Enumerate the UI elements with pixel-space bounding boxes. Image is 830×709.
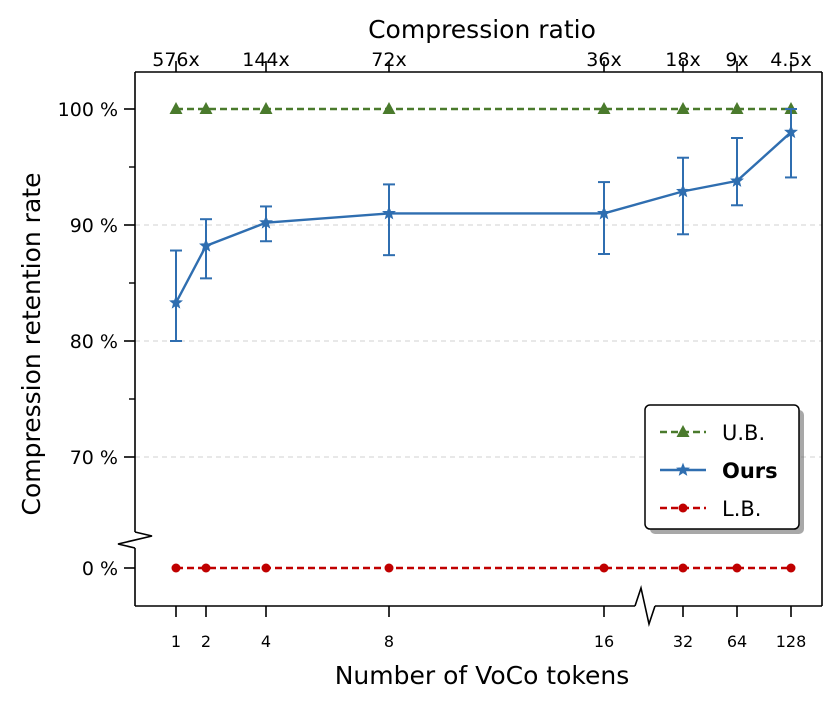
legend-items: U.B. Ours L.B. [660, 421, 778, 521]
x-tick-label: 4 [261, 632, 271, 651]
data-point [786, 563, 796, 573]
y-tick-label: 90 % [70, 215, 118, 237]
legend-marker [676, 462, 690, 476]
legend-marker [678, 503, 688, 513]
data-point [169, 295, 183, 309]
data-point [676, 184, 690, 198]
top-axis-title: Compression ratio [368, 15, 596, 44]
series-ours [169, 108, 798, 342]
data-point [169, 102, 183, 114]
legend-label: U.B. [722, 421, 765, 445]
data-point [732, 563, 742, 573]
top-tick-label: 9x [725, 49, 748, 71]
data-point [199, 238, 213, 252]
data-point [597, 102, 611, 114]
data-point [599, 563, 609, 573]
data-point [259, 102, 273, 114]
y-tick-label: 70 % [70, 447, 118, 469]
data-point [730, 173, 744, 187]
x-tick-label: 1 [171, 632, 181, 651]
x-tick-label: 64 [727, 632, 747, 651]
y-tick-label: 80 % [70, 331, 118, 353]
data-point [259, 215, 273, 229]
legend: U.B. Ours L.B. [644, 404, 804, 534]
data-point [678, 563, 688, 573]
x-tick-label: 128 [776, 632, 807, 651]
data-point [382, 102, 396, 114]
axes: 100 % 90 % 80 % 70 % 0 % 1 2 4 8 16 32 64 128 576x 144… [58, 49, 823, 651]
series-layer [169, 102, 798, 573]
data-point [384, 563, 394, 573]
x-axis-break [634, 585, 656, 627]
y-tick-label: 0 % [82, 558, 118, 580]
top-tick-label: 4.5x [770, 49, 811, 71]
data-point [597, 206, 611, 220]
top-tick-label: 576x [152, 49, 200, 71]
x-axis-title: Number of VoCo tokens [335, 661, 630, 690]
data-point [676, 102, 690, 114]
top-tick-label: 72x [371, 49, 406, 71]
data-point [261, 563, 271, 573]
top-tick-label: 144x [242, 49, 290, 71]
series-l-b [171, 563, 796, 573]
data-point [730, 102, 744, 114]
data-point [199, 102, 213, 114]
data-point [201, 563, 211, 573]
series-u-b [169, 102, 798, 114]
legend-marker [676, 425, 690, 437]
x-tick-label: 2 [201, 632, 211, 651]
legend-label: Ours [722, 459, 778, 483]
x-tick-label: 16 [594, 632, 614, 651]
x-tick-label: 32 [673, 632, 693, 651]
data-point [382, 206, 396, 220]
y-axis-title: Compression retention rate [17, 173, 46, 516]
data-point [784, 124, 798, 139]
grid [135, 224, 822, 458]
series-line [174, 131, 792, 304]
x-tick-label: 8 [384, 632, 394, 651]
data-point [171, 563, 181, 573]
legend-label: L.B. [722, 497, 761, 521]
y-axis-break [117, 531, 153, 549]
top-tick-label: 18x [665, 49, 700, 71]
y-tick-label: 100 % [58, 99, 118, 121]
top-tick-label: 36x [586, 49, 621, 71]
